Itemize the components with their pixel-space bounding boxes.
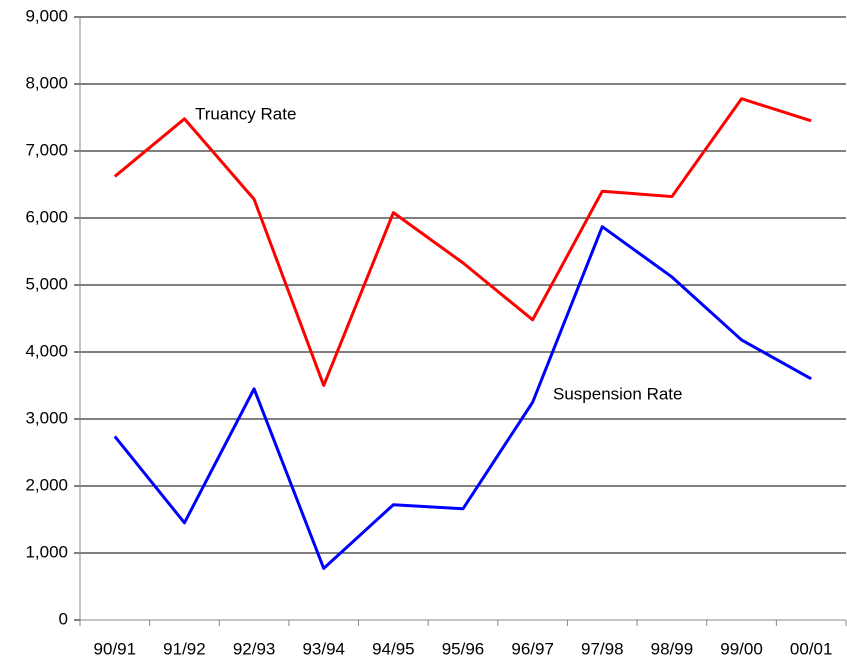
x-tick-label: 91/92 xyxy=(163,639,206,658)
y-tick-label: 3,000 xyxy=(25,408,68,427)
y-tick-label: 8,000 xyxy=(25,73,68,92)
x-tick-label: 00/01 xyxy=(790,639,833,658)
y-tick-label: 5,000 xyxy=(25,274,68,293)
x-tick-label: 94/95 xyxy=(372,639,415,658)
x-tick-label: 98/99 xyxy=(651,639,694,658)
x-tick-label: 90/91 xyxy=(94,639,137,658)
y-tick-label: 1,000 xyxy=(25,542,68,561)
x-tick-label: 95/96 xyxy=(442,639,485,658)
x-tick-label: 96/97 xyxy=(511,639,554,658)
series-line xyxy=(113,225,812,570)
series-line xyxy=(113,97,812,387)
y-tick-label: 2,000 xyxy=(25,475,68,494)
y-tick-label: 4,000 xyxy=(25,341,68,360)
y-tick-label: 6,000 xyxy=(25,207,68,226)
x-tick-label: 93/94 xyxy=(302,639,345,658)
x-tick-label: 97/98 xyxy=(581,639,624,658)
y-tick-label: 9,000 xyxy=(25,6,68,25)
x-tick-label: 99/00 xyxy=(720,639,763,658)
series-label: Truancy Rate xyxy=(195,104,296,123)
y-tick-label: 7,000 xyxy=(25,140,68,159)
y-tick-label: 0 xyxy=(59,609,68,628)
x-tick-label: 92/93 xyxy=(233,639,276,658)
series-label: Suspension Rate xyxy=(553,384,682,403)
